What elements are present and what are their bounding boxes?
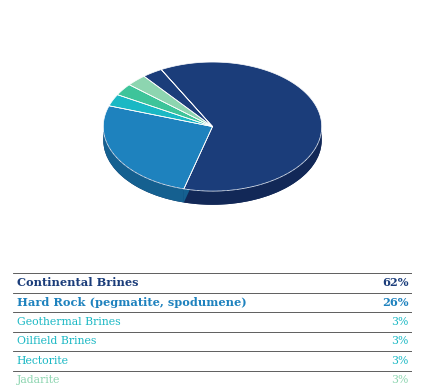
Text: 3%: 3% <box>391 356 408 366</box>
Polygon shape <box>109 95 212 127</box>
Polygon shape <box>184 127 212 202</box>
Text: 3%: 3% <box>391 336 408 346</box>
Ellipse shape <box>103 76 322 205</box>
Polygon shape <box>129 76 212 127</box>
Text: Oilfield Brines: Oilfield Brines <box>17 336 96 346</box>
Text: Hectorite: Hectorite <box>17 356 69 366</box>
Polygon shape <box>144 69 212 127</box>
Polygon shape <box>161 62 322 191</box>
Text: 26%: 26% <box>382 297 408 308</box>
Polygon shape <box>103 127 184 202</box>
Text: 3%: 3% <box>391 375 408 385</box>
Polygon shape <box>118 85 212 127</box>
Text: Hard Rock (pegmatite, spodumene): Hard Rock (pegmatite, spodumene) <box>17 297 246 308</box>
Text: Geothermal Brines: Geothermal Brines <box>17 317 120 327</box>
Text: 3%: 3% <box>391 317 408 327</box>
Polygon shape <box>103 106 212 189</box>
Text: Jadarite: Jadarite <box>17 375 60 385</box>
Text: Continental Brines: Continental Brines <box>17 277 138 288</box>
Polygon shape <box>184 128 322 205</box>
Polygon shape <box>184 127 212 202</box>
Text: 62%: 62% <box>382 277 408 288</box>
